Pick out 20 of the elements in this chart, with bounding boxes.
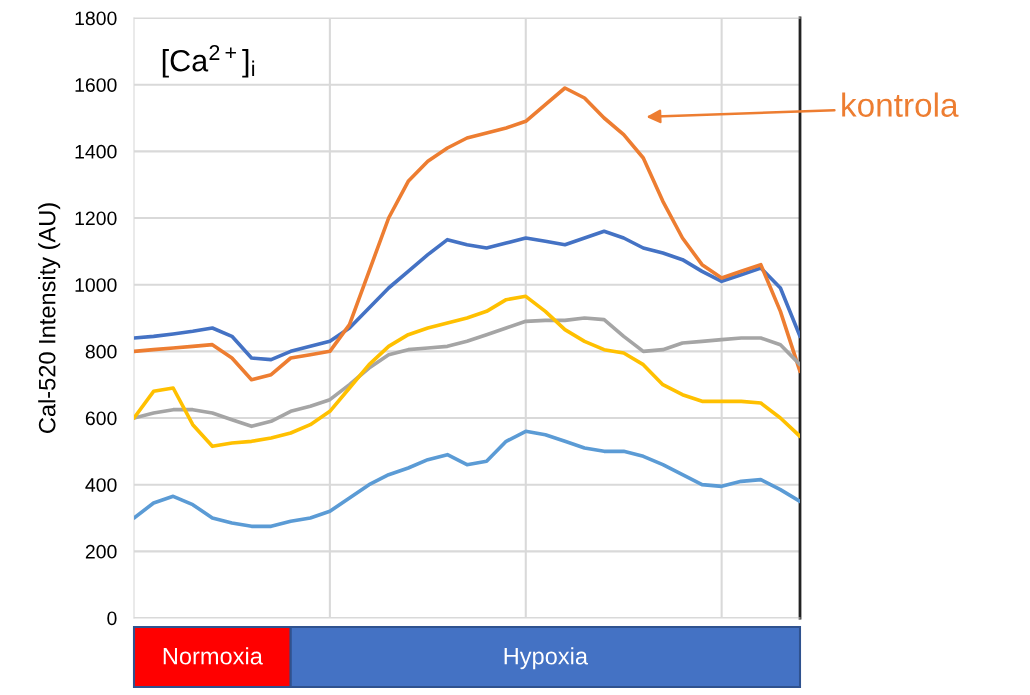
text: [Ca$^{2+}$]$_{i}$: [162, 45, 255, 78]
y-tick-label: 600: [85, 411, 117, 426]
y-tick-label: 1800: [75, 11, 117, 26]
line-series: [134, 316, 800, 429]
y-tick-label: 400: [85, 478, 117, 492]
y-tick-label: 200: [85, 544, 117, 559]
y-tick-label: 0: [107, 611, 117, 626]
y-tick-label: 1400: [75, 144, 117, 159]
y-tick-label: 1200: [75, 211, 117, 226]
line-series: [134, 86, 800, 382]
y-tick-label: 1000: [75, 278, 117, 292]
line-series: [134, 294, 800, 449]
y-axis-title: Cal-520 Intensity (AU): [38, 203, 61, 433]
text: Hypoxia: [504, 647, 588, 670]
y-tick-label: 1600: [75, 78, 117, 92]
text: Normoxia: [163, 647, 263, 665]
text: kontrola: [842, 92, 959, 117]
y-tick-label: 800: [85, 344, 117, 359]
line-series: [134, 229, 800, 362]
line-series: [134, 429, 800, 529]
